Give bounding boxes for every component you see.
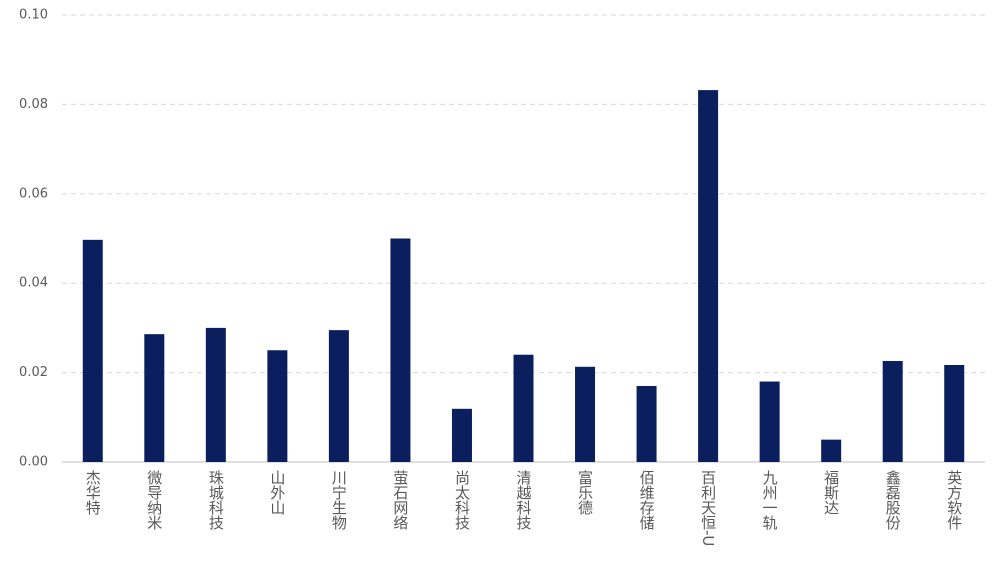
bar bbox=[82, 239, 103, 462]
x-tick-label: 九州一轨 bbox=[761, 470, 779, 530]
y-tick-label: 0.06 bbox=[19, 186, 48, 201]
x-tick-label: 川宁生物 bbox=[330, 470, 348, 531]
y-tick-label: 0.08 bbox=[19, 97, 48, 112]
x-tick-label: 山外山 bbox=[268, 470, 286, 515]
bar bbox=[451, 408, 472, 462]
y-tick-label: 0.00 bbox=[19, 455, 48, 470]
x-tick-label: 富乐德 bbox=[576, 469, 594, 515]
x-tick-label: 百利天恒-U bbox=[699, 470, 717, 546]
bar bbox=[636, 386, 657, 462]
bar bbox=[328, 330, 349, 462]
bar bbox=[390, 238, 411, 462]
x-tick-label: 杰华特 bbox=[84, 470, 102, 515]
x-tick-label: 英方软件 bbox=[945, 469, 963, 530]
bar bbox=[882, 360, 903, 462]
x-tick-label: 福斯达 bbox=[822, 470, 840, 515]
x-tick-label: 尚太科技 bbox=[453, 470, 471, 531]
y-tick-label: 0.10 bbox=[19, 8, 48, 23]
x-tick-label: 微导纳米 bbox=[145, 470, 163, 530]
bar bbox=[759, 381, 780, 462]
y-tick-label: 0.04 bbox=[19, 276, 48, 291]
x-tick-label: 鑫磊股份 bbox=[884, 469, 902, 531]
x-tick-label: 萤石网络 bbox=[391, 470, 409, 530]
x-tick-label: 珠城科技 bbox=[207, 470, 225, 531]
bar bbox=[267, 350, 288, 462]
bar bbox=[144, 334, 165, 462]
bar bbox=[575, 366, 596, 462]
bar bbox=[205, 327, 226, 462]
x-tick-label: 清越科技 bbox=[515, 470, 533, 531]
bar bbox=[698, 90, 719, 462]
bar bbox=[821, 439, 842, 462]
y-tick-label: 0.02 bbox=[19, 365, 48, 380]
bar bbox=[944, 365, 965, 462]
bar bbox=[513, 354, 534, 462]
x-tick-label: 佰维存储 bbox=[638, 470, 656, 530]
